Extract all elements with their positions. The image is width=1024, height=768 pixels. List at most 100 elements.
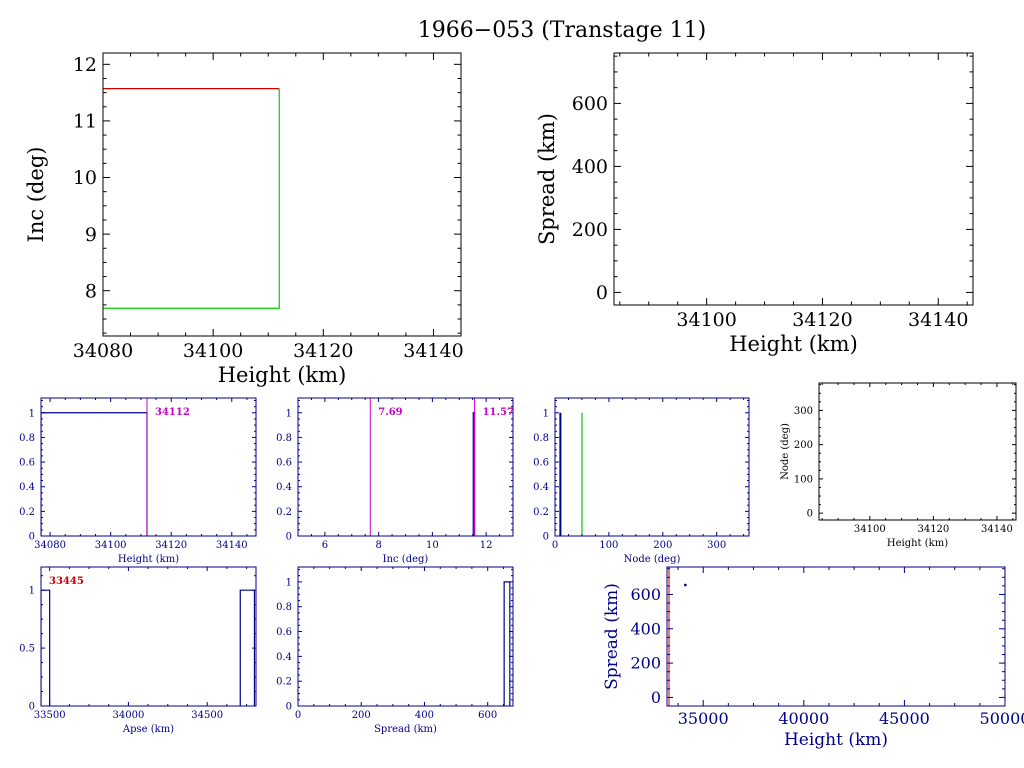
data-point (684, 583, 687, 587)
y-tick-label: 0 (651, 688, 661, 707)
plot-area-height_hist (41, 398, 148, 536)
x-tick-label: 34100 (854, 524, 886, 535)
x-tick-label: 34140 (981, 524, 1013, 535)
y-tick-label: 0.4 (276, 652, 292, 663)
x-tick-label: 34080 (34, 540, 66, 551)
x-tick-label: 34140 (908, 309, 968, 331)
y-tick-label: 300 (794, 406, 813, 417)
y-tick-label: 0.8 (276, 602, 292, 613)
y-tick-label: 200 (572, 219, 608, 241)
panel-node_hist: 0 100 200 300 0 0.2 0.4 0.6 0.8 1 Node (deg) (533, 397, 750, 565)
x-tick-label: 200 (352, 710, 371, 721)
y-tick-label: 0.6 (533, 458, 549, 469)
x-tick-label: 35000 (678, 709, 729, 728)
y-tick-label: 0.6 (276, 458, 292, 469)
y-tick-label: 200 (630, 654, 661, 673)
y-tick-label: 1 (29, 408, 35, 419)
panel-spread_height: 34100 34120 34140 0 200 400 600 Height (km) Spre… (535, 52, 974, 356)
x-tick-label: 45000 (879, 709, 930, 728)
y-tick-label: 8 (85, 280, 97, 302)
x-tick-label: 40000 (778, 709, 829, 728)
panel-inc_height: 34080 34100 34120 34140 8 9 10 11 12 Height (km) I… (24, 52, 464, 387)
y-tick-label: 9 (85, 224, 97, 246)
plot-area-inc_height (103, 88, 280, 309)
y-tick-label: 600 (572, 93, 608, 115)
y-tick-label: 0.2 (276, 507, 292, 518)
axes-frame (40, 397, 257, 537)
marker-label: 34112 (155, 407, 190, 418)
x-tick-label: 34080 (73, 340, 133, 362)
x-tick-label: 0 (552, 540, 558, 551)
axes-frame (554, 397, 750, 537)
panel-spread_hist: 0 200 400 600 0 0.2 0.4 0.6 0.8 1 Spread (km) (276, 566, 514, 735)
x-tick-label: 100 (599, 540, 618, 551)
y-tick-label: 0.4 (276, 482, 292, 493)
x-tick-label: 6 (322, 540, 328, 551)
panel-apse_hist: 33500 34000 34500 0 0.5 1 Apse (km) 33445 (19, 566, 257, 735)
marker-label: 11.57 (483, 407, 514, 418)
x-tick-label: 34100 (95, 540, 127, 551)
x-axis-label: Height (km) (729, 332, 858, 356)
y-tick-label: 0.5 (19, 644, 35, 655)
x-tick-label: 34000 (113, 710, 145, 721)
x-axis-label: Height (km) (218, 363, 347, 387)
y-tick-label: 0 (286, 532, 292, 543)
x-tick-label: 34120 (293, 340, 353, 362)
panel-height_hist: 34080 34100 34120 34140 0 0.2 0.4 0.6 0.8 1 Height… (19, 397, 257, 565)
y-tick-label: 0 (807, 509, 813, 520)
plot-area-spread_hist (503, 581, 511, 706)
y-tick-label: 1 (286, 408, 292, 419)
y-tick-label: 0.2 (276, 677, 292, 688)
y-tick-label: 1 (286, 577, 292, 588)
axes-frame (297, 566, 514, 707)
x-tick-label: 34120 (917, 524, 949, 535)
y-tick-label: 0.6 (276, 627, 292, 638)
panel-node_height: 34100 34120 34140 0 100 200 300 Height (km) Node… (780, 382, 1017, 549)
x-tick-label: 300 (707, 540, 726, 551)
x-tick-label: 0 (295, 710, 301, 721)
marker-label: 7.69 (378, 407, 402, 418)
y-tick-label: 1 (543, 408, 549, 419)
x-axis-label: Inc (deg) (383, 554, 429, 565)
y-tick-label: 1 (29, 586, 35, 597)
x-tick-label: 34100 (676, 309, 736, 331)
x-axis-label: Height (km) (118, 554, 179, 565)
x-tick-label: 400 (415, 710, 434, 721)
x-axis-label: Height (km) (784, 730, 888, 750)
axes-frame (666, 566, 1006, 707)
y-tick-label: 0.2 (533, 507, 549, 518)
x-axis-label: Spread (km) (374, 724, 437, 735)
x-tick-label: 10 (426, 540, 439, 551)
y-tick-label: 600 (630, 585, 661, 604)
y-tick-label: 400 (572, 156, 608, 178)
histogram-bar (503, 581, 511, 706)
x-tick-label: 34120 (792, 309, 852, 331)
y-tick-label: 400 (630, 619, 661, 638)
y-tick-label: 0 (286, 702, 292, 713)
y-tick-label: 0.2 (19, 507, 35, 518)
y-tick-label: 11 (73, 111, 97, 133)
histogram-bar (41, 589, 51, 706)
plot-area-spread_height_wide (668, 567, 687, 706)
y-tick-label: 100 (794, 474, 813, 485)
x-tick-label: 33500 (34, 710, 66, 721)
x-tick-label: 34500 (191, 710, 223, 721)
y-tick-label: 12 (73, 54, 97, 76)
y-axis-label: Spread (km) (535, 113, 559, 245)
y-tick-label: 0 (29, 532, 35, 543)
y-tick-label: 200 (794, 440, 813, 451)
axes-frame (102, 52, 462, 337)
y-tick-label: 10 (73, 167, 97, 189)
y-axis-label: Node (deg) (780, 423, 791, 480)
y-tick-label: 0 (543, 532, 549, 543)
x-tick-label: 8 (375, 540, 381, 551)
plot-area-inc_hist (369, 398, 476, 536)
y-axis-label: Spread (km) (602, 583, 622, 690)
panel-inc_hist: 6 8 10 12 0 0.2 0.4 0.6 0.8 1 Inc (deg) 7.69 11.57 (276, 397, 514, 565)
x-tick-label: 12 (480, 540, 493, 551)
plot-area-node_hist (559, 412, 583, 536)
